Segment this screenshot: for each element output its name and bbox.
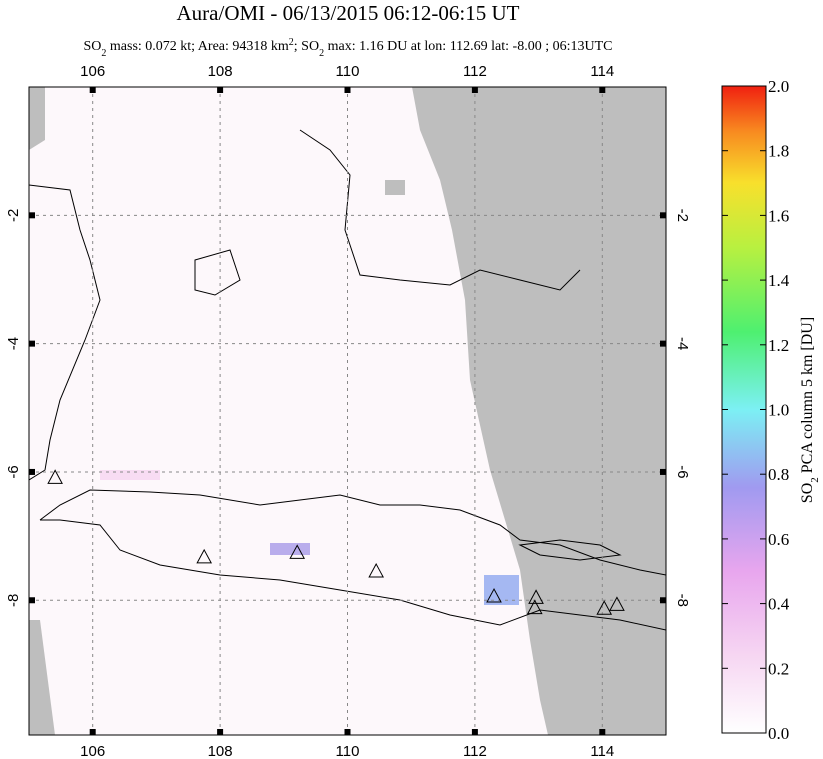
- x-tick-label: 114: [590, 743, 614, 759]
- x-tick-label: 108: [208, 743, 233, 759]
- x-tick-label: 106: [80, 63, 105, 80]
- colorbar-tick-label: 1.0: [768, 401, 789, 420]
- colorbar-tick-label: 1.8: [768, 142, 789, 161]
- y-tick-label: -8: [5, 594, 22, 607]
- no-data-region: [385, 180, 405, 195]
- volcano-marker: [526, 599, 543, 615]
- no-data-region: [29, 620, 55, 735]
- colorbar-tick-label: 2.0: [768, 77, 789, 96]
- java-coast: [39, 489, 666, 631]
- colorbar-tick-label: 0.4: [768, 595, 790, 614]
- x-tick-label: 108: [208, 63, 233, 80]
- subtitle-part: SO: [84, 39, 102, 54]
- y-tick-label: -6: [5, 465, 22, 478]
- colorbar-tick-label: 1.2: [768, 336, 789, 355]
- x-tick-label: 110: [336, 743, 360, 759]
- so2-patch: [270, 543, 310, 555]
- volcano-marker: [47, 469, 63, 484]
- so2-patch: [100, 470, 160, 480]
- subtitle: SO2 mass: 0.072 kt; Area: 94318 km2; SO2…: [84, 37, 613, 59]
- borneo-coast: [299, 129, 581, 291]
- volcano-marker: [486, 588, 502, 603]
- x-tick-label: 112: [463, 63, 487, 80]
- subtitle-part: mass: 0.072 kt; Area: 94318 km: [106, 39, 288, 54]
- x-tick-label: 110: [336, 63, 360, 80]
- colorbar-label-part: 2: [809, 477, 821, 483]
- volcano-marker: [196, 548, 213, 564]
- subtitle-part: max: 1.16 DU at lon: 112.69 lat: -8.00 ;…: [324, 39, 612, 54]
- colorbar-label-part: SO: [799, 483, 816, 503]
- x-tick-label: 114: [590, 63, 614, 80]
- colorbar-tick-label: 0.2: [768, 659, 789, 678]
- no-data-region: [29, 87, 45, 150]
- volcano-marker: [596, 600, 613, 615]
- subtitle-part: 2: [289, 37, 294, 48]
- y-tick-label: -4: [674, 337, 691, 350]
- map-area: [29, 87, 666, 735]
- subtitle-part: 2: [101, 48, 106, 59]
- colorbar: [721, 85, 767, 734]
- x-tick-label: 112: [463, 743, 487, 759]
- subtitle-part: ; SO: [294, 39, 319, 54]
- y-tick-label: -6: [674, 465, 691, 478]
- colorbar-tick-label: 0.6: [768, 530, 789, 549]
- graticule: [29, 87, 666, 735]
- colorbar-label: SO2 PCA column 5 km [DU]: [799, 317, 821, 503]
- subtitle-part: 2: [319, 48, 324, 59]
- y-tick-label: -2: [674, 209, 691, 222]
- y-tick-label: -8: [674, 594, 691, 607]
- volcano-marker: [368, 562, 385, 578]
- volcano-marker: [609, 596, 625, 611]
- title: Aura/OMI - 06/13/2015 06:12-06:15 UT: [177, 1, 520, 25]
- y-tick-label: -4: [5, 337, 22, 350]
- x-tick-label: 106: [80, 743, 105, 759]
- colorbar-tick-label: 0.0: [768, 724, 789, 743]
- colorbar-tick-label: 1.6: [768, 206, 789, 225]
- island-coast: [194, 249, 241, 296]
- colorbar-label-part: PCA column 5 km [DU]: [799, 317, 816, 477]
- island-coast: [518, 539, 622, 561]
- y-tick-label: -2: [5, 209, 22, 222]
- volcano-marker: [289, 544, 306, 559]
- colorbar-tick-label: 1.4: [768, 271, 790, 290]
- colorbar-tick-label: 0.8: [768, 465, 789, 484]
